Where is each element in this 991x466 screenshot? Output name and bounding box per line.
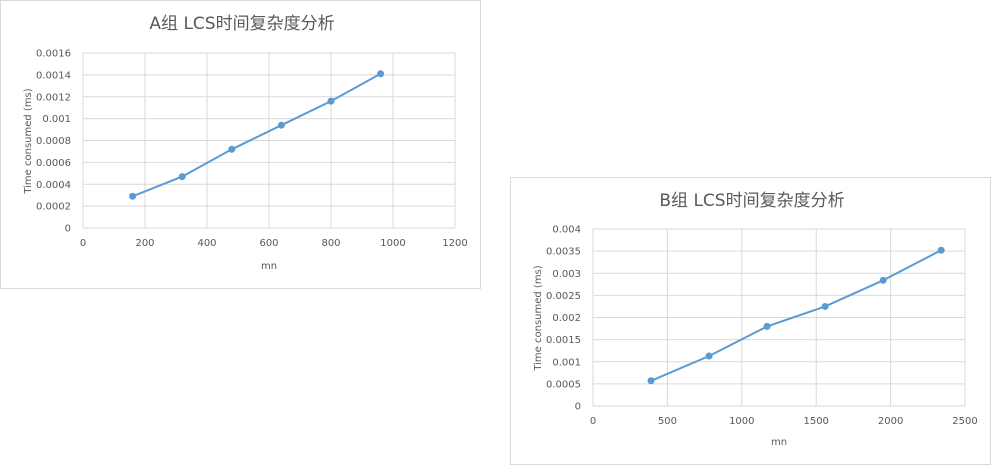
chart-b-ytick-label: 0.0015 (546, 335, 581, 346)
chart-b-data-point (821, 302, 829, 310)
chart-a-series-line (132, 72, 382, 198)
chart-b-ylabel: Time consumed (ms) (533, 265, 544, 371)
chart-a-data-point (129, 192, 137, 200)
chart-a-data-point (228, 145, 236, 153)
chart-a-xtick-label: 1000 (380, 238, 405, 249)
chart-a-ytick-label: 0.0014 (36, 70, 71, 81)
chart-b-data-point (705, 352, 713, 360)
chart-a-ytick-label: 0.0016 (36, 49, 71, 60)
chart-b-data-point (763, 322, 771, 330)
chart-b-ytick-label: 0.002 (552, 313, 581, 324)
chart-a-xtick-label: 400 (197, 238, 216, 249)
chart-b-ytick-label: 0.0005 (546, 379, 581, 390)
chart-a-xtick-label: 1200 (442, 238, 467, 249)
chart-a-data-point (277, 121, 285, 129)
chart-a-ytick-label: 0.0002 (36, 202, 71, 213)
chart-a-ytick-label: 0.0008 (36, 136, 71, 147)
chart-b-xtick-label: 1500 (803, 416, 828, 427)
chart-b-ytick-label: 0 (575, 402, 581, 413)
chart-a-xtick-label: 200 (135, 238, 154, 249)
chart-a-data-point (327, 97, 335, 105)
chart-a-data-point (178, 173, 186, 181)
chart-a-panel: A组 LCS时间复杂度分析 mn Time consumed (ms) 0 0.0… (0, 0, 481, 289)
chart-b-xtick-label: 1000 (729, 416, 754, 427)
chart-b-data-point (647, 377, 655, 385)
chart-a-title: A组 LCS时间复杂度分析 (149, 14, 334, 34)
chart-a-ytick-label: 0.001 (42, 114, 71, 125)
chart-b-grid (592, 228, 966, 407)
chart-b-data-point (879, 276, 887, 284)
chart-a-ytick-label: 0 (65, 224, 71, 235)
chart-b-xtick-label: 0 (590, 416, 596, 427)
chart-a-ytick-label: 0.0004 (36, 180, 71, 191)
chart-b-xtick-label: 500 (658, 416, 677, 427)
chart-a-ytick-label: 0.0006 (36, 158, 71, 169)
chart-b-series-line (650, 249, 942, 382)
chart-b-ytick-label: 0.004 (552, 225, 581, 236)
chart-b-xtick-label: 2500 (952, 416, 977, 427)
chart-b-xtick-label: 2000 (878, 416, 903, 427)
chart-b-data-point (937, 246, 945, 254)
chart-a-xtick-label: 0 (80, 238, 86, 249)
chart-b-ytick-label: 0.003 (552, 269, 581, 280)
chart-b-ytick-label: 0.001 (552, 357, 581, 368)
chart-a-grid (82, 52, 456, 229)
chart-a-data-point (377, 70, 385, 78)
chart-b-svg: B组 LCS时间复杂度分析 mn Time consumed (ms) 0 0.0… (533, 191, 978, 448)
chart-b-xlabel: mn (771, 437, 787, 448)
chart-b-panel: B组 LCS时间复杂度分析 mn Time consumed (ms) 0 0.0… (510, 177, 991, 465)
chart-a-xlabel: mn (261, 261, 277, 272)
chart-a-xtick-label: 800 (321, 238, 340, 249)
chart-a-xtick-label: 600 (259, 238, 278, 249)
chart-a-ylabel: Time consumed (ms) (23, 88, 34, 194)
chart-b-ytick-label: 0.0035 (546, 247, 581, 258)
chart-b-title: B组 LCS时间复杂度分析 (659, 191, 844, 211)
chart-b-ytick-label: 0.0025 (546, 291, 581, 302)
chart-a-svg: A组 LCS时间复杂度分析 mn Time consumed (ms) 0 0.0… (23, 14, 468, 272)
chart-a-ytick-label: 0.0012 (36, 92, 71, 103)
